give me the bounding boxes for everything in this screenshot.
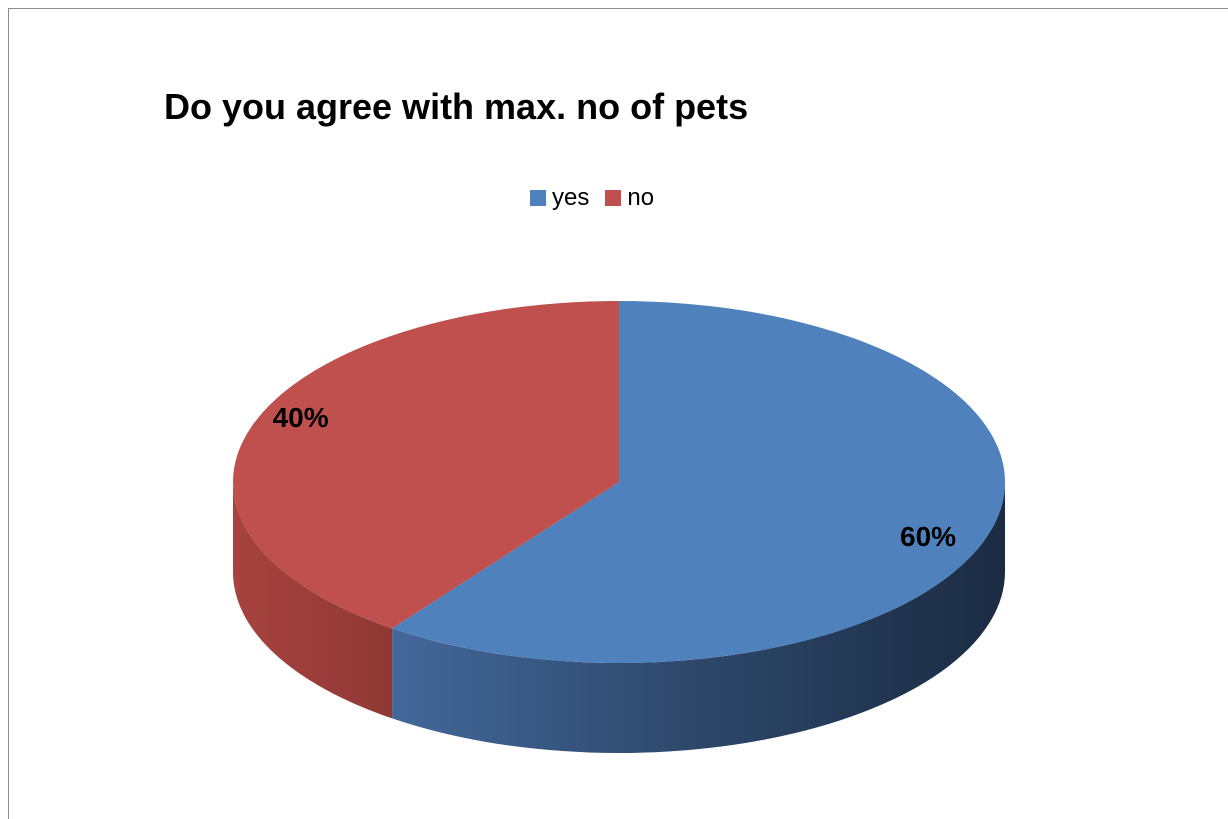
pie-side-no — [233, 482, 393, 719]
data-label-no: 40% — [273, 402, 329, 433]
pie-slice-yes — [392, 301, 1006, 663]
legend-swatch-yes — [530, 190, 546, 206]
pie-slice-no — [233, 301, 620, 629]
legend: yes no — [530, 184, 670, 212]
legend-swatch-no — [605, 190, 622, 206]
pie-side-yes — [392, 482, 1006, 754]
legend-label-yes: yes — [552, 184, 590, 211]
legend-item-yes: yes — [530, 184, 589, 212]
chart-title: Do you agree with max. no of pets — [164, 86, 749, 127]
data-label-yes: 60% — [900, 521, 956, 552]
legend-item-no: no — [605, 184, 654, 212]
legend-label-no: no — [627, 184, 655, 211]
